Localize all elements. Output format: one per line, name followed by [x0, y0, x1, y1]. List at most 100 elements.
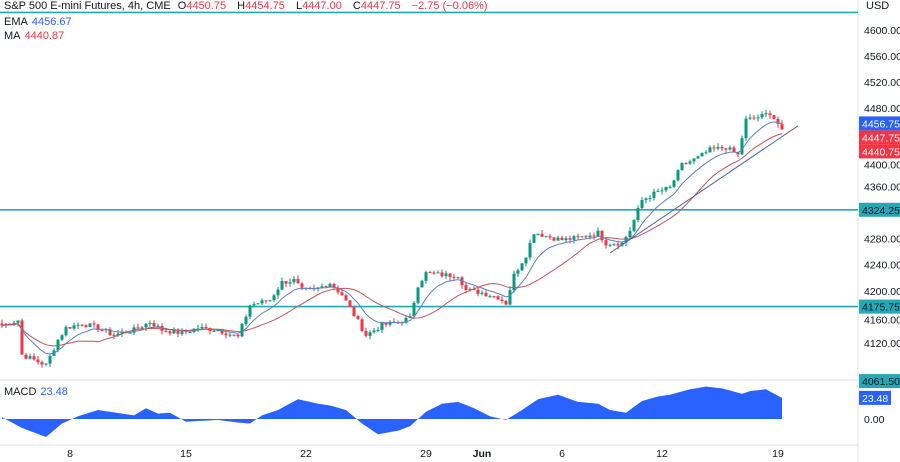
candle-body: [516, 270, 520, 274]
candle-body: [476, 289, 480, 294]
candle-body: [620, 242, 624, 246]
candle-body: [628, 230, 632, 237]
candle-body: [472, 289, 476, 291]
high-label: H: [237, 0, 246, 12]
candle-body: [44, 363, 48, 365]
candle-body: [80, 324, 84, 326]
price-tag: [859, 144, 900, 159]
candle-body: [88, 323, 92, 327]
candle-body: [148, 322, 152, 324]
candle-body: [772, 115, 776, 119]
candle-body: [344, 295, 348, 301]
ma-value: 4440.87: [24, 30, 65, 42]
candle-body: [384, 322, 388, 325]
x-tick-label: 6: [559, 448, 565, 460]
y-tick-label: 4600.00: [864, 25, 900, 37]
x-tick-label: Jun: [473, 448, 492, 460]
candle-body: [340, 292, 344, 296]
open-label: O: [177, 0, 187, 12]
candle-body: [520, 263, 524, 271]
macd-legend: MACD 23.48: [4, 386, 72, 398]
candle-body: [380, 322, 384, 330]
candle-body: [224, 333, 228, 336]
candle-body: [724, 148, 728, 150]
x-tick-label: 12: [656, 448, 668, 460]
candle-body: [256, 303, 260, 305]
candle-body: [696, 156, 700, 159]
candle-body: [452, 276, 456, 278]
y-tick-label: 4400.00: [864, 159, 900, 171]
y-tick-label: 4160.00: [864, 315, 900, 327]
candle-body: [676, 170, 680, 181]
candle-body: [92, 323, 96, 325]
candle-body: [364, 330, 368, 336]
candle-body: [68, 327, 72, 329]
candle-body: [436, 272, 440, 274]
candle-body: [672, 180, 676, 187]
candle-body: [624, 236, 628, 243]
candle-body: [196, 328, 200, 330]
candle-body: [524, 257, 528, 264]
y-tick-label: 4560.00: [864, 51, 900, 63]
candle-body: [176, 329, 180, 334]
candle-body: [444, 273, 448, 277]
candle-body: [600, 230, 604, 241]
candle-body: [736, 152, 740, 155]
candle-body: [456, 277, 460, 279]
candle-body: [96, 324, 100, 330]
y-tick-label: 4240.00: [864, 260, 900, 272]
candle-body: [608, 244, 612, 246]
candle-body: [636, 208, 640, 220]
candle-body: [212, 330, 216, 332]
candle-body: [496, 296, 500, 300]
candle-body: [404, 317, 408, 323]
candle-body: [420, 280, 424, 288]
candle-body: [480, 292, 484, 294]
candle-body: [280, 281, 284, 290]
candle-body: [504, 301, 508, 305]
candle-body: [204, 327, 208, 329]
candle-body: [440, 272, 444, 277]
candle-body: [424, 272, 428, 281]
candle-body: [0, 323, 4, 326]
candle-body: [416, 287, 420, 303]
candle-body: [228, 334, 232, 336]
close-label: C: [352, 0, 361, 12]
candle-body: [760, 114, 764, 118]
candle-body: [596, 230, 600, 237]
candle-body: [336, 287, 340, 293]
candle-body: [264, 300, 268, 302]
candle-body: [552, 237, 556, 241]
candle-body: [464, 285, 468, 290]
candle-body: [260, 300, 264, 304]
candle-body: [100, 329, 104, 331]
macd-label: MACD: [4, 386, 37, 398]
low-label: L: [295, 0, 303, 12]
candle-body: [564, 238, 568, 241]
level-price-tag: [859, 202, 900, 217]
candle-body: [320, 286, 324, 288]
x-tick-label: 15: [180, 448, 192, 460]
candle-body: [352, 306, 356, 317]
candle-body: [276, 289, 280, 296]
candle-body: [612, 244, 616, 246]
candle-body: [632, 219, 636, 231]
candle-body: [28, 356, 32, 359]
candle-body: [708, 147, 712, 153]
candle-body: [40, 362, 44, 365]
candle-body: [168, 331, 172, 334]
candle-body: [216, 330, 220, 332]
y-tick-label: 4280.00: [864, 234, 900, 246]
candle-body: [376, 329, 380, 331]
candle-body: [508, 290, 512, 305]
candle-body: [648, 197, 652, 199]
candle-body: [488, 296, 492, 298]
candle-body: [16, 320, 20, 323]
candle-body: [656, 190, 660, 192]
candle-body: [60, 335, 64, 340]
candle-body: [644, 198, 648, 201]
candle-body: [432, 272, 436, 274]
candle-body: [448, 273, 452, 277]
level-price-tag: [859, 299, 900, 314]
